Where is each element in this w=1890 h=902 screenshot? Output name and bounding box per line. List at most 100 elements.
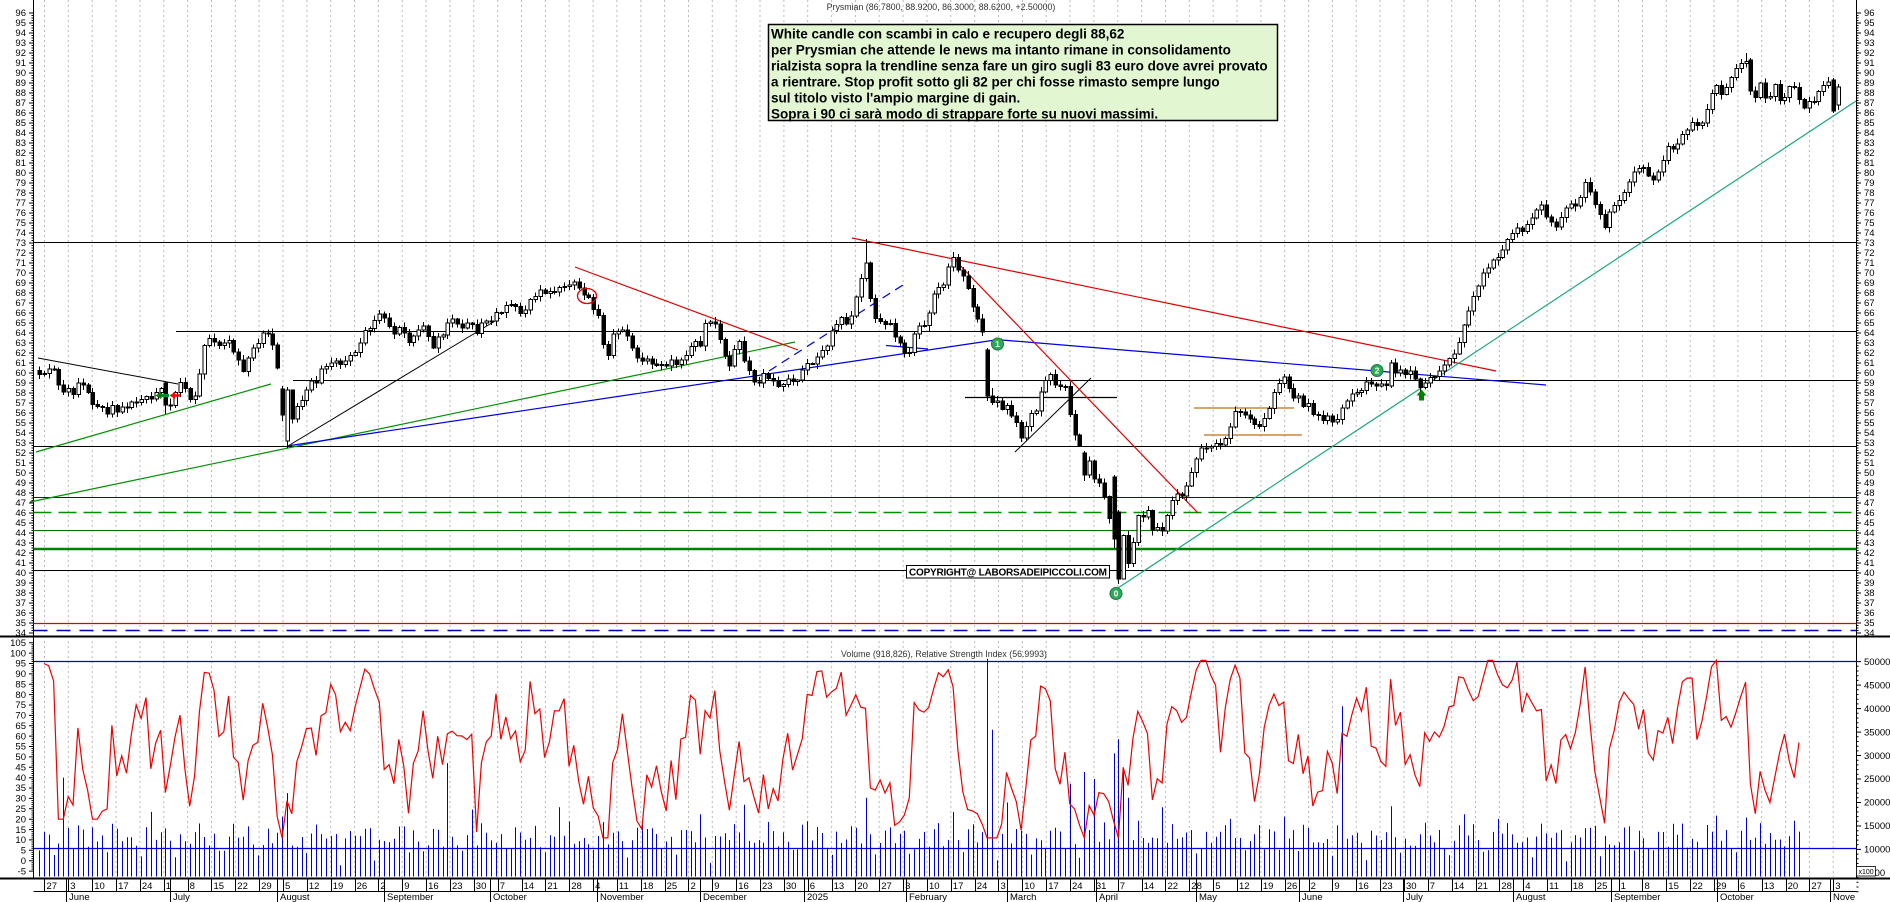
svg-text:71: 71 <box>1864 258 1875 269</box>
svg-text:12: 12 <box>1239 881 1250 892</box>
svg-text:14: 14 <box>1454 881 1465 892</box>
svg-text:19: 19 <box>333 881 344 892</box>
svg-text:December: December <box>703 892 747 902</box>
svg-text:68: 68 <box>1864 288 1875 299</box>
svg-text:3: 3 <box>1001 881 1006 892</box>
svg-text:June: June <box>1302 892 1323 902</box>
svg-text:30: 30 <box>786 881 797 892</box>
svg-text:30000: 30000 <box>1864 751 1890 762</box>
svg-text:91: 91 <box>1864 58 1875 69</box>
svg-text:27: 27 <box>881 881 892 892</box>
svg-text:85: 85 <box>15 679 26 690</box>
svg-text:57: 57 <box>15 398 26 409</box>
svg-text:10: 10 <box>94 881 105 892</box>
svg-text:16: 16 <box>1358 881 1369 892</box>
svg-text:77: 77 <box>15 198 26 209</box>
svg-text:37: 37 <box>1864 598 1875 609</box>
svg-text:75: 75 <box>15 700 26 711</box>
svg-text:79: 79 <box>15 178 26 189</box>
svg-text:10: 10 <box>929 881 940 892</box>
svg-text:80: 80 <box>15 690 26 701</box>
svg-text:17: 17 <box>118 881 129 892</box>
svg-text:25000: 25000 <box>1864 774 1890 785</box>
svg-text:74: 74 <box>1864 228 1875 239</box>
svg-text:45000: 45000 <box>1864 680 1890 691</box>
svg-text:95: 95 <box>15 18 26 29</box>
svg-text:94: 94 <box>1864 28 1875 39</box>
svg-text:51: 51 <box>1864 458 1875 469</box>
svg-text:73: 73 <box>15 238 26 249</box>
svg-text:47: 47 <box>1864 498 1875 509</box>
svg-text:11: 11 <box>1549 881 1559 892</box>
svg-text:93: 93 <box>1864 38 1875 49</box>
svg-text:0: 0 <box>1114 589 1119 599</box>
svg-text:30: 30 <box>1406 881 1417 892</box>
svg-text:19: 19 <box>1263 881 1274 892</box>
svg-text:90: 90 <box>15 68 26 79</box>
svg-text:16: 16 <box>428 881 439 892</box>
svg-text:70: 70 <box>1864 268 1875 279</box>
svg-text:64: 64 <box>15 328 26 339</box>
svg-text:26: 26 <box>357 881 368 892</box>
svg-text:92: 92 <box>1864 48 1875 59</box>
svg-text:94: 94 <box>15 28 26 39</box>
svg-text:24: 24 <box>142 881 153 892</box>
svg-text:7: 7 <box>500 881 505 892</box>
svg-text:82: 82 <box>1864 148 1875 159</box>
svg-text:58: 58 <box>1864 388 1875 399</box>
svg-text:2: 2 <box>380 881 385 892</box>
svg-text:83: 83 <box>1864 138 1875 149</box>
svg-text:14: 14 <box>524 881 535 892</box>
svg-text:26: 26 <box>1287 881 1298 892</box>
svg-text:18: 18 <box>1573 881 1584 892</box>
svg-text:0: 0 <box>21 856 26 867</box>
svg-text:15: 15 <box>214 881 225 892</box>
svg-text:60: 60 <box>15 731 26 742</box>
svg-text:95: 95 <box>15 659 26 670</box>
svg-text:8: 8 <box>1645 881 1650 892</box>
svg-text:36: 36 <box>1864 608 1875 619</box>
svg-text:10: 10 <box>1024 881 1035 892</box>
svg-text:5: 5 <box>21 846 26 857</box>
svg-text:44: 44 <box>1864 528 1875 539</box>
svg-text:80: 80 <box>1864 168 1875 179</box>
svg-text:38: 38 <box>15 588 26 599</box>
svg-text:105: 105 <box>10 638 26 649</box>
svg-text:25: 25 <box>1597 881 1608 892</box>
svg-text:56: 56 <box>1864 408 1875 419</box>
svg-text:41: 41 <box>1864 558 1875 569</box>
svg-text:82: 82 <box>15 148 26 159</box>
svg-text:42: 42 <box>15 548 26 559</box>
svg-text:58: 58 <box>15 388 26 399</box>
svg-text:55: 55 <box>15 742 26 753</box>
svg-text:28: 28 <box>571 881 582 892</box>
svg-text:38: 38 <box>1864 588 1875 599</box>
svg-text:43: 43 <box>1864 538 1875 549</box>
svg-text:rialzista sopra la trendline s: rialzista sopra la trendline senza fare … <box>771 59 1268 74</box>
svg-text:15000: 15000 <box>1864 821 1890 832</box>
svg-text:June: June <box>69 892 90 902</box>
svg-text:86: 86 <box>15 108 26 119</box>
svg-text:59: 59 <box>1864 378 1875 389</box>
svg-text:3: 3 <box>70 881 75 892</box>
svg-text:2: 2 <box>1375 366 1380 376</box>
svg-text:39: 39 <box>15 578 26 589</box>
svg-text:20: 20 <box>857 881 868 892</box>
svg-text:49: 49 <box>1864 478 1875 489</box>
svg-text:x100: x100 <box>1859 869 1874 876</box>
svg-text:1: 1 <box>166 881 171 892</box>
svg-text:20: 20 <box>15 814 26 825</box>
svg-text:62: 62 <box>15 348 26 359</box>
svg-text:35: 35 <box>15 783 26 794</box>
svg-text:February: February <box>909 892 947 902</box>
svg-text:75: 75 <box>15 218 26 229</box>
svg-text:62: 62 <box>1864 348 1875 359</box>
svg-text:65: 65 <box>15 721 26 732</box>
svg-text:sul titolo visto l'ampio margi: sul titolo visto l'ampio margine di gain… <box>771 91 1020 106</box>
svg-text:9: 9 <box>714 881 719 892</box>
svg-text:September: September <box>1614 892 1660 902</box>
svg-text:86: 86 <box>1864 108 1875 119</box>
svg-text:30: 30 <box>476 881 487 892</box>
svg-text:53: 53 <box>15 438 26 449</box>
svg-text:17: 17 <box>953 881 964 892</box>
